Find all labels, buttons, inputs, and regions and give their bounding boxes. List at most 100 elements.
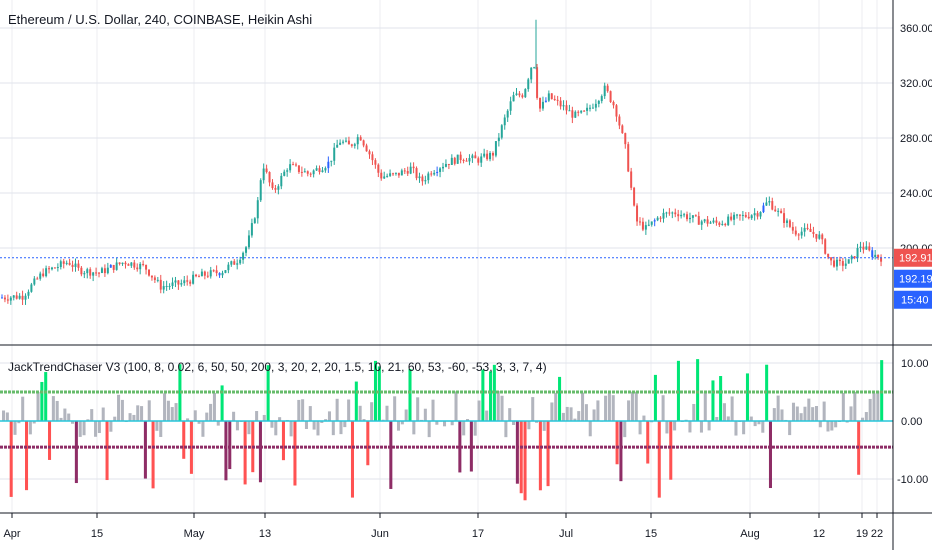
candle-body xyxy=(250,223,253,236)
candle-body xyxy=(509,101,512,111)
candle-body xyxy=(768,201,771,203)
candle-body xyxy=(594,103,597,108)
candle-body xyxy=(709,222,712,224)
candle-body xyxy=(142,263,145,265)
candle-body xyxy=(680,214,683,217)
indicator-bar xyxy=(546,421,550,487)
indicator-bar xyxy=(749,416,753,421)
indicator-bar xyxy=(780,409,784,421)
indicator-bar xyxy=(466,418,470,421)
candle-body xyxy=(650,221,653,225)
candle-body xyxy=(394,172,397,174)
indicator-bar xyxy=(504,421,508,438)
candle-body xyxy=(386,175,389,177)
candle-body xyxy=(606,85,609,92)
indicator-bar xyxy=(128,413,132,421)
indicator-bar xyxy=(51,396,55,421)
candle-body xyxy=(797,234,800,236)
last-price-badge xyxy=(894,248,932,267)
indicator-bar xyxy=(186,418,190,421)
indicator-bar xyxy=(393,396,397,421)
candle-body xyxy=(18,295,21,299)
candle-body xyxy=(518,93,521,96)
candle-body xyxy=(339,142,342,145)
candle-body xyxy=(847,259,850,264)
x-tick-label: 12 xyxy=(813,528,825,540)
indicator-bar xyxy=(82,421,86,436)
indicator-bar xyxy=(485,410,489,421)
indicator-bar xyxy=(324,419,328,421)
indicator-bar xyxy=(113,416,117,421)
indicator-bar xyxy=(646,421,650,464)
candle-body xyxy=(303,171,306,173)
candle-body xyxy=(471,155,474,159)
candle-body xyxy=(636,205,639,222)
candle-body xyxy=(841,261,844,266)
indicator-bar xyxy=(262,414,266,421)
candle-body xyxy=(491,152,494,156)
grid-layer xyxy=(0,0,893,513)
candle-body xyxy=(68,262,71,265)
candle-body xyxy=(92,272,95,276)
candle-body xyxy=(674,212,677,215)
candle-body xyxy=(306,171,309,174)
candle-body xyxy=(256,200,259,219)
candle-body xyxy=(180,283,183,285)
candle-body xyxy=(785,220,788,223)
candle-body xyxy=(433,172,436,175)
candle-body xyxy=(577,111,580,113)
candle-body xyxy=(50,267,53,270)
indicator-bar xyxy=(688,421,692,433)
x-tick-label: 13 xyxy=(259,528,271,540)
candle-body xyxy=(703,219,706,222)
candle-body xyxy=(153,277,156,281)
candle-body xyxy=(800,231,803,236)
indicator-bar xyxy=(350,421,354,498)
candle-body xyxy=(39,273,42,279)
candle-body xyxy=(489,152,492,160)
candle-body xyxy=(295,164,297,166)
candle-body xyxy=(715,220,718,223)
y-tick-label: 280.00 xyxy=(900,133,932,145)
indicator-bar xyxy=(5,412,9,421)
indicator-bar xyxy=(853,391,857,421)
y-tick-label: 240.00 xyxy=(900,188,932,200)
candle-body xyxy=(33,278,36,285)
x-tick-label: Jun xyxy=(371,528,389,540)
candle-body xyxy=(421,176,424,182)
indicator-bar xyxy=(454,391,458,421)
candle-body xyxy=(221,272,224,276)
candle-body xyxy=(688,217,691,220)
candle-body xyxy=(189,281,192,284)
indicator-bar xyxy=(9,421,13,497)
x-tick-label: 22 xyxy=(871,528,883,540)
candle-body xyxy=(342,141,345,143)
indicator-bar xyxy=(151,421,155,489)
indicator-bar xyxy=(734,421,738,436)
candle-body xyxy=(186,280,189,282)
candle-body xyxy=(830,257,833,261)
candle-body xyxy=(750,215,753,219)
indicator-bar xyxy=(435,421,439,425)
candle-body xyxy=(465,160,468,162)
candle-body xyxy=(644,225,647,230)
indicator-bar xyxy=(634,391,638,421)
candle-body xyxy=(406,171,409,174)
candle-body xyxy=(100,268,103,273)
candle-body xyxy=(480,156,483,163)
indicator-bar xyxy=(872,393,876,421)
candle-body xyxy=(109,264,112,268)
candle-body xyxy=(591,107,594,109)
indicator-bar xyxy=(757,421,761,425)
indicator-bar xyxy=(550,402,554,421)
indicator-bar xyxy=(584,404,588,421)
candle-body xyxy=(262,168,265,181)
indicator-bar xyxy=(531,397,535,421)
candle-body xyxy=(780,210,783,214)
candle-body xyxy=(206,275,209,277)
candle-body xyxy=(677,214,680,217)
indicator-bar xyxy=(669,421,673,480)
indicator-bar xyxy=(776,395,780,421)
indicator-bar xyxy=(811,407,815,421)
